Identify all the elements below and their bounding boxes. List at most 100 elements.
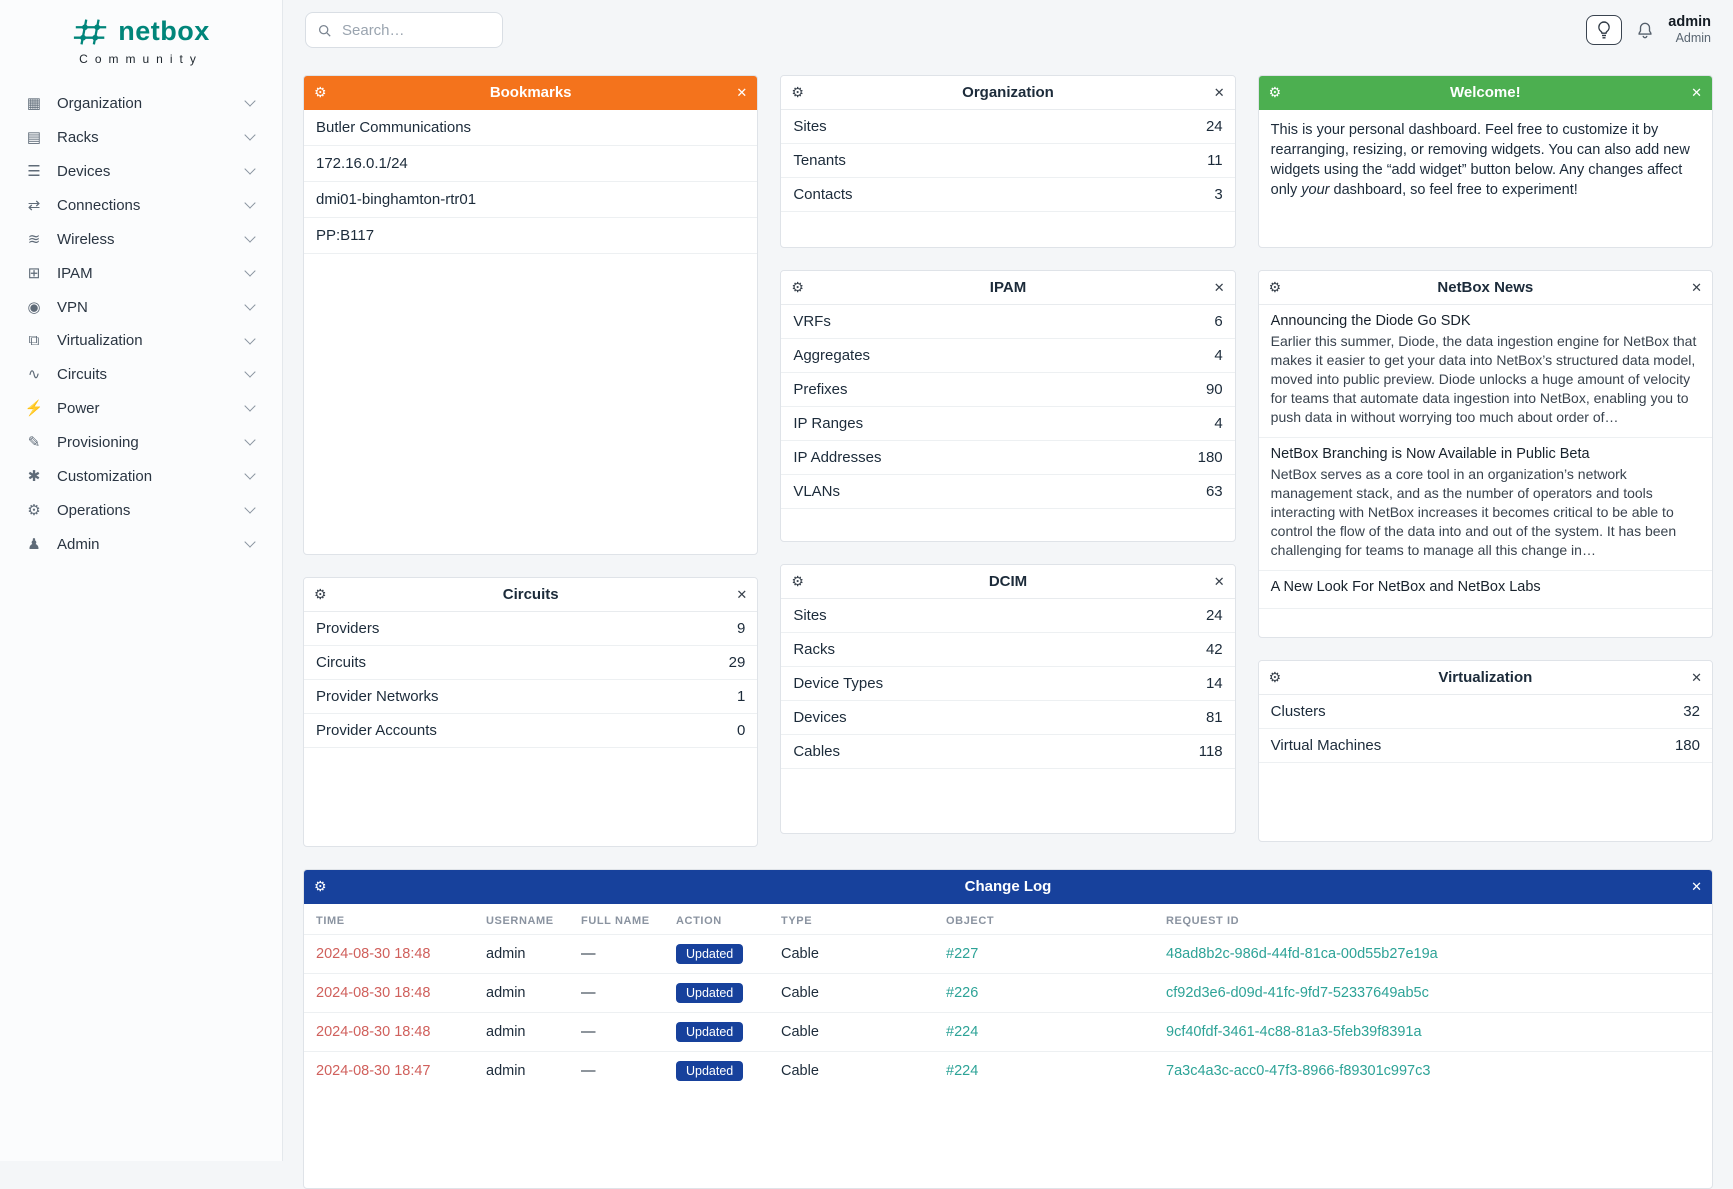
change-log-object-link[interactable]: #224 [946,1063,979,1079]
change-log-object-link[interactable]: #224 [946,1024,979,1040]
widget-close-icon[interactable]: ✕ [1691,279,1702,295]
stat-label: Racks [793,641,836,658]
sidebar-item-label: Power [57,399,100,417]
stat-label: Virtual Machines [1270,737,1382,754]
stat-row: IP Addresses 180 [781,441,1235,475]
news-headline-link[interactable]: A New Look For NetBox and NetBox Labs [1270,579,1541,596]
change-log-request-id-link[interactable]: cf92d3e6-d09d-41fc-9fd7-52337649ab5c [1166,985,1429,1001]
change-log-cell-time: 2024-08-30 18:48 [304,1012,474,1052]
theme-toggle-button[interactable] [1586,15,1623,45]
bookmark-link[interactable]: Butler Communications [304,110,758,146]
change-log-request-id-link[interactable]: 48ad8b2c-986d-44fd-81ca-00d55b27e19a [1166,946,1438,962]
change-log-cell-action: Updated [664,934,769,974]
stat-label: Contacts [793,186,853,203]
change-log-cell-username: admin [474,934,569,974]
search-input[interactable] [340,20,490,40]
topbar: admin Admin [283,0,1733,60]
change-log-object-link[interactable]: #227 [946,946,979,962]
stat-value: 4 [1214,415,1223,432]
widget-title: Change Log [964,878,1052,895]
stat-value: 32 [1683,703,1700,720]
sidebar-item-circuits[interactable]: ∿ Circuits [12,357,270,391]
organization-stats: Sites 24 Tenants 11 Contacts 3 [781,110,1235,247]
stat-value: 24 [1205,607,1223,624]
bookmark-link[interactable]: PP:B117 [304,218,758,254]
sidebar-item-admin[interactable]: ♟ Admin [12,527,270,561]
widget-header: ⚙ Bookmarks ✕ [304,76,758,110]
change-log-cell-object: #226 [934,973,1154,1013]
sidebar-item-ipam[interactable]: ⊞ IPAM [12,256,270,290]
sidebar-item-customization[interactable]: ✱ Customization [12,459,270,493]
sidebar-item-devices[interactable]: ☰ Devices [12,154,270,188]
widget-close-icon[interactable]: ✕ [736,84,748,100]
widget-config-icon[interactable]: ⚙ [314,84,327,100]
change-log-cell-action: Updated [664,973,769,1013]
widget-close-icon[interactable]: ✕ [1213,573,1225,589]
change-log-time-link[interactable]: 2024-08-30 18:48 [316,985,431,1001]
sidebar-item-label: Racks [57,128,99,146]
widget-welcome: ⚙ Welcome! ✕ This is your personal dashb… [1257,75,1713,248]
sidebar-item-connections[interactable]: ⇄ Connections [12,188,270,222]
sidebar-item-wireless[interactable]: ≋ Wireless [12,222,270,256]
widget-config-icon[interactable]: ⚙ [314,586,327,602]
sidebar-item-operations[interactable]: ⚙ Operations [12,493,270,527]
change-log-object-link[interactable]: #226 [946,985,979,1001]
widget-close-icon[interactable]: ✕ [1691,878,1702,894]
chevron-down-icon [244,197,256,209]
widget-config-icon[interactable]: ⚙ [1268,84,1282,100]
news-list: Announcing the Diode Go SDK Earlier this … [1258,305,1712,637]
stat-value: 63 [1205,483,1223,500]
sidebar-item-racks[interactable]: ▤ Racks [12,120,270,154]
stat-label: Providers [316,620,380,637]
widget-dcim: ⚙ DCIM ✕ Sites 24 Racks 42 Device Types 14 Dev… [780,564,1236,834]
sidebar-item-label: Admin [57,535,100,553]
devices-icon: ☰ [27,163,41,180]
news-headline-link[interactable]: NetBox Branching is Now Available in Pub… [1270,446,1590,463]
widget-header: ⚙ Organization ✕ [781,76,1235,110]
widget-config-icon[interactable]: ⚙ [1268,279,1282,295]
widget-config-icon[interactable]: ⚙ [791,573,804,589]
sidebar-item-label: Operations [57,501,131,519]
widget-config-icon[interactable]: ⚙ [314,878,327,894]
search-box [305,12,503,48]
widget-close-icon[interactable]: ✕ [1691,84,1702,100]
change-log-cell-time: 2024-08-30 18:47 [304,1051,474,1090]
sidebar-item-power[interactable]: ⚡ Power [12,391,270,425]
news-headline-link[interactable]: Announcing the Diode Go SDK [1270,313,1471,329]
change-log-time-link[interactable]: 2024-08-30 18:47 [316,1063,431,1079]
stat-label: Tenants [793,152,846,169]
widget-config-icon[interactable]: ⚙ [791,279,804,295]
connections-icon: ⇄ [27,197,41,214]
change-log-request-id-link[interactable]: 7a3c4a3c-acc0-47f3-8966-f89301c997c3 [1166,1063,1431,1079]
change-log-request-id-link[interactable]: 9cf40fdf-3461-4c88-81a3-5feb39f8391a [1166,1024,1422,1040]
notifications-bell-icon[interactable] [1636,21,1654,40]
sidebar-item-organization[interactable]: ▦ Organization [12,86,270,120]
news-item: NetBox Branching is Now Available in Pub… [1258,438,1712,572]
virtualization-stats: Clusters 32 Virtual Machines 180 [1258,695,1712,841]
widget-close-icon[interactable]: ✕ [736,586,748,602]
sidebar-item-label: VPN [57,298,88,316]
user-menu[interactable]: admin Admin [1668,13,1711,47]
widget-close-icon[interactable]: ✕ [1213,84,1225,100]
action-badge: Updated [676,1022,744,1042]
sidebar-item-provisioning[interactable]: ✎ Provisioning [12,425,270,459]
widget-config-icon[interactable]: ⚙ [1268,669,1282,685]
stat-value: 90 [1205,381,1223,398]
sidebar-item-virtualization[interactable]: ⧉ Virtualization [12,324,270,357]
stat-row: Clusters 32 [1258,695,1712,729]
bookmark-link[interactable]: dmi01-binghamton-rtr01 [304,182,758,218]
rack-icon: ▤ [26,129,42,146]
sidebar-item-vpn[interactable]: ◉ VPN [12,290,270,324]
change-log-column-header: FULL NAME [581,915,650,927]
news-body-text: NetBox serves as a core tool in an organ… [1270,466,1677,559]
widget-close-icon[interactable]: ✕ [1213,279,1225,295]
widget-ipam: ⚙ IPAM ✕ VRFs 6 Aggregates 4 Prefixes 90 IP Ra… [780,270,1236,542]
change-log-time-link[interactable]: 2024-08-30 18:48 [316,946,431,962]
bookmark-link[interactable]: 172.16.0.1/24 [304,146,758,182]
change-log-time-link[interactable]: 2024-08-30 18:48 [316,1024,431,1040]
widget-close-icon[interactable]: ✕ [1691,669,1702,685]
topbar-right: admin Admin [1586,13,1711,47]
change-log-column-header: REQUEST ID [1166,915,1240,927]
stat-row: Virtual Machines 180 [1258,729,1712,763]
widget-config-icon[interactable]: ⚙ [791,84,804,100]
